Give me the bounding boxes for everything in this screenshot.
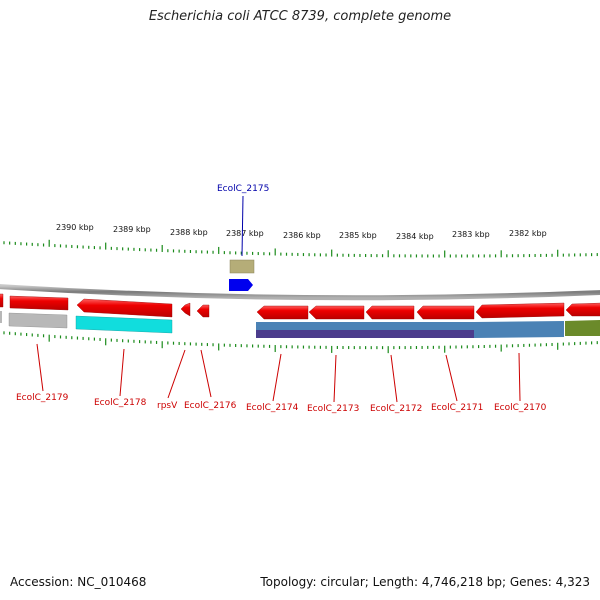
scale-label: 2384 kbp xyxy=(396,232,434,241)
genome-summary-text: Topology: circular; Length: 4,746,218 bp… xyxy=(260,575,590,589)
scale-label: 2388 kbp xyxy=(170,228,208,237)
accession-text: Accession: NC_010468 xyxy=(10,575,147,589)
feature-bar xyxy=(565,320,600,336)
gene-arrow xyxy=(180,302,191,317)
gene-label: EcolC_2179 xyxy=(16,393,69,403)
highlight-gene-label: EcolC_2175 xyxy=(217,184,269,194)
gene-callout-lines xyxy=(36,343,521,403)
scale-label: 2385 kbp xyxy=(339,231,377,240)
gene-label: EcolC_2173 xyxy=(307,404,359,414)
feature-bar xyxy=(256,330,474,338)
genome-backbone xyxy=(0,284,600,301)
scale-label: 2390 kbp xyxy=(56,223,94,232)
gene-arrow xyxy=(9,295,69,311)
highlight-callout-line xyxy=(241,195,244,257)
scale-label: 2389 kbp xyxy=(113,225,151,234)
highlight-feature-box xyxy=(229,259,255,274)
feature-bar xyxy=(0,311,2,323)
gene-arrow xyxy=(196,304,210,318)
gene-arrow xyxy=(365,305,415,320)
gene-label: EcolC_2170 xyxy=(494,403,547,413)
gene-arrow xyxy=(0,293,4,308)
gene-labels: EcolC_2179 EcolC_2178 rpsV EcolC_2176 Ec… xyxy=(16,393,547,414)
gene-label: EcolC_2171 xyxy=(431,403,483,413)
gene-label: EcolC_2174 xyxy=(246,403,299,413)
scale-labels: 2390 kbp 2389 kbp 2388 kbp 2387 kbp 2386… xyxy=(56,223,547,241)
scale-ticks-bottom xyxy=(3,331,598,354)
gene-arrow xyxy=(565,302,600,317)
feature-bars xyxy=(0,311,600,338)
scale-ticks-top xyxy=(3,239,598,258)
feature-bar xyxy=(474,321,564,338)
gene-arrow xyxy=(308,305,365,320)
gene-arrow xyxy=(76,298,173,318)
scale-label: 2383 kbp xyxy=(452,230,490,239)
gene-label: EcolC_2178 xyxy=(94,398,147,408)
gene-arrow xyxy=(256,305,309,320)
scale-label: 2386 kbp xyxy=(283,231,321,240)
gene-arrows xyxy=(0,293,600,320)
gene-arrow xyxy=(416,305,475,320)
feature-bar xyxy=(75,315,173,334)
feature-bar xyxy=(8,312,68,329)
gene-label: rpsV xyxy=(157,401,178,411)
feature-bar xyxy=(256,322,474,331)
gene-label: EcolC_2176 xyxy=(184,401,237,411)
scale-label: 2387 kbp xyxy=(226,229,264,238)
highlight-gene-arrow xyxy=(229,279,253,291)
map-title: Escherichia coli ATCC 8739, complete gen… xyxy=(148,9,452,24)
scale-label: 2382 kbp xyxy=(509,229,547,238)
gene-label: EcolC_2172 xyxy=(370,404,422,414)
gene-arrow xyxy=(475,302,565,319)
